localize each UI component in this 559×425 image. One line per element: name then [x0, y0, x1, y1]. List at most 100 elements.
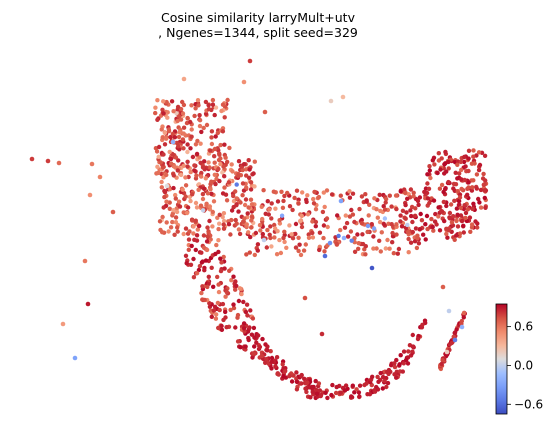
scatter-point: [173, 155, 179, 160]
scatter-point: [334, 384, 339, 390]
scatter-point: [293, 231, 298, 237]
scatter-point: [427, 200, 432, 206]
scatter-point: [384, 384, 389, 390]
scatter-point: [430, 158, 435, 163]
scatter-point: [404, 210, 409, 215]
scatter-point: [398, 219, 403, 224]
scatter-point: [415, 236, 420, 241]
scatter-point: [349, 238, 354, 243]
scatter-point: [245, 313, 250, 318]
scatter-point: [233, 189, 238, 194]
scatter-point: [234, 182, 239, 187]
scatter-point: [302, 295, 308, 301]
scatter-point: [263, 360, 268, 365]
scatter-point: [192, 163, 197, 168]
scatter-point: [205, 225, 210, 230]
scatter-point: [171, 109, 176, 114]
scatter-point: [180, 111, 186, 116]
scatter-point: [216, 166, 221, 172]
scatter-point: [199, 174, 204, 179]
scatter-point: [218, 156, 223, 161]
scatter-point: [281, 198, 286, 204]
scatter-point: [212, 160, 217, 165]
scatter-point: [87, 192, 93, 198]
scatter-point: [314, 387, 319, 393]
scatter-point: [398, 353, 403, 358]
scatter-point: [446, 166, 451, 171]
scatter-point: [174, 206, 179, 211]
scatter-point: [465, 192, 470, 197]
scatter-point: [431, 198, 437, 203]
scatter-point: [439, 182, 445, 188]
scatter-point: [217, 151, 222, 156]
scatter-point: [60, 321, 66, 327]
scatter-point: [252, 159, 257, 164]
scatter-point: [221, 218, 227, 224]
scatter-point: [247, 250, 252, 255]
scatter-point: [383, 200, 388, 205]
scatter-point: [478, 187, 484, 193]
scatter-point: [273, 206, 278, 211]
scatter-point: [364, 199, 369, 204]
scatter-point: [251, 351, 256, 356]
scatter-point: [252, 184, 257, 189]
scatter-point: [217, 212, 222, 217]
scatter-point: [433, 211, 438, 217]
scatter-point: [311, 201, 317, 206]
scatter-point: [385, 380, 391, 386]
scatter-point: [350, 191, 356, 196]
scatter-point: [284, 245, 289, 250]
scatter-point: [189, 127, 194, 132]
scatter-point: [342, 225, 348, 230]
scatter-point: [246, 230, 251, 235]
scatter-point: [279, 189, 284, 194]
scatter-point: [446, 179, 451, 185]
scatter-point: [302, 376, 307, 381]
scatter-point: [317, 230, 323, 235]
scatter-point: [410, 332, 415, 338]
scatter-point: [185, 164, 190, 169]
scatter-point: [403, 202, 408, 208]
scatter-point: [397, 362, 402, 367]
scatter-point: [233, 325, 238, 330]
scatter-point: [418, 211, 423, 217]
scatter-point: [186, 247, 191, 252]
scatter-point: [461, 310, 467, 316]
scatter-point: [340, 94, 346, 100]
scatter-point: [193, 142, 199, 147]
scatter-point: [183, 226, 189, 231]
scatter-point: [304, 199, 309, 205]
scatter-point: [193, 247, 198, 253]
scatter-point: [185, 142, 190, 147]
scatter-point: [183, 253, 189, 258]
scatter-point: [222, 142, 227, 147]
scatter-point: [459, 167, 464, 173]
scatter-point: [226, 222, 232, 227]
scatter-point: [293, 245, 299, 250]
scatter-point: [310, 235, 316, 240]
scatter-point: [170, 139, 176, 145]
scatter-point: [174, 209, 180, 215]
scatter-point: [203, 258, 209, 263]
scatter-point: [175, 229, 180, 234]
scatter-point: [181, 76, 187, 82]
scatter-point: [236, 173, 241, 179]
scatter-point: [482, 195, 487, 201]
scatter-point: [290, 207, 295, 213]
scatter-point: [268, 224, 273, 229]
scatter-point: [406, 236, 411, 242]
scatter-point: [220, 301, 226, 307]
scatter-point: [175, 168, 180, 173]
scatter-point: [356, 390, 362, 395]
scatter-point: [218, 268, 224, 274]
scatter-point: [244, 252, 249, 257]
scatter-point: [219, 323, 224, 329]
scatter-point: [405, 196, 410, 201]
scatter-point: [216, 325, 221, 331]
scatter-point: [294, 188, 300, 193]
scatter-point: [188, 119, 193, 125]
scatter-point: [439, 156, 444, 161]
scatter-point: [344, 220, 350, 226]
scatter-point: [228, 232, 233, 237]
scatter-point: [316, 194, 322, 200]
